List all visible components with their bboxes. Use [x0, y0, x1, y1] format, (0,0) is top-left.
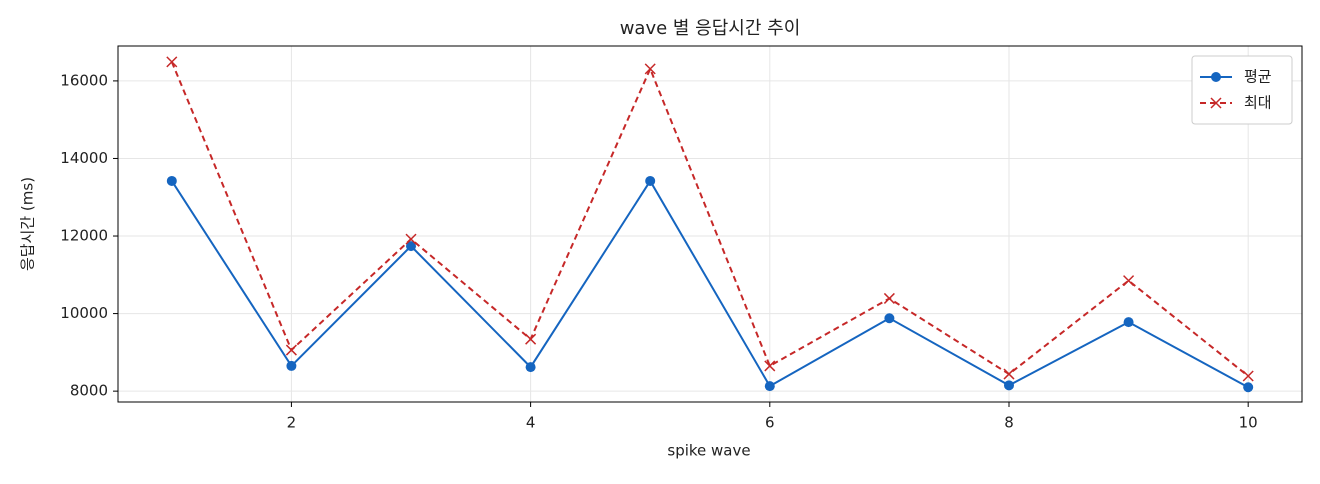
marker [644, 63, 656, 75]
marker [285, 344, 297, 356]
marker [883, 292, 895, 304]
marker [406, 241, 417, 252]
x-tick-label: 4 [526, 414, 536, 432]
marker [1003, 380, 1014, 391]
x-axis-label: spike wave [667, 442, 750, 460]
y-tick-label: 14000 [60, 149, 108, 167]
marker [764, 360, 776, 372]
legend-label: 최대 [1244, 94, 1272, 112]
y-tick-label: 8000 [70, 382, 108, 400]
marker [525, 362, 536, 373]
chart-title: wave 별 응답시간 추이 [620, 18, 801, 39]
marker [286, 360, 297, 371]
x-tick-label: 8 [1004, 414, 1014, 432]
marker [525, 333, 537, 345]
marker [645, 175, 656, 186]
plot-frame [117, 45, 1303, 403]
y-tick-label: 16000 [60, 71, 108, 89]
marker [1210, 97, 1222, 109]
marker [166, 175, 177, 186]
x-tick-label: 10 [1239, 414, 1258, 432]
y-tick-label: 12000 [60, 227, 108, 245]
marker [1123, 317, 1134, 328]
y-tick-label: 10000 [60, 304, 108, 322]
series-line [170, 61, 1249, 377]
marker [1003, 368, 1015, 380]
marker [1243, 382, 1254, 393]
marker [764, 381, 775, 392]
marker [405, 233, 417, 245]
marker [1211, 72, 1221, 82]
marker [1123, 275, 1135, 287]
legend-box [1191, 55, 1293, 125]
marker [884, 313, 895, 324]
marker [1242, 370, 1254, 382]
series-line [170, 179, 1249, 389]
legend-label: 평균 [1244, 68, 1272, 86]
marker [166, 56, 178, 68]
x-tick-label: 2 [287, 414, 297, 432]
y-axis-label: 응답시간 (ms) [19, 177, 37, 271]
x-tick-label: 6 [765, 414, 775, 432]
